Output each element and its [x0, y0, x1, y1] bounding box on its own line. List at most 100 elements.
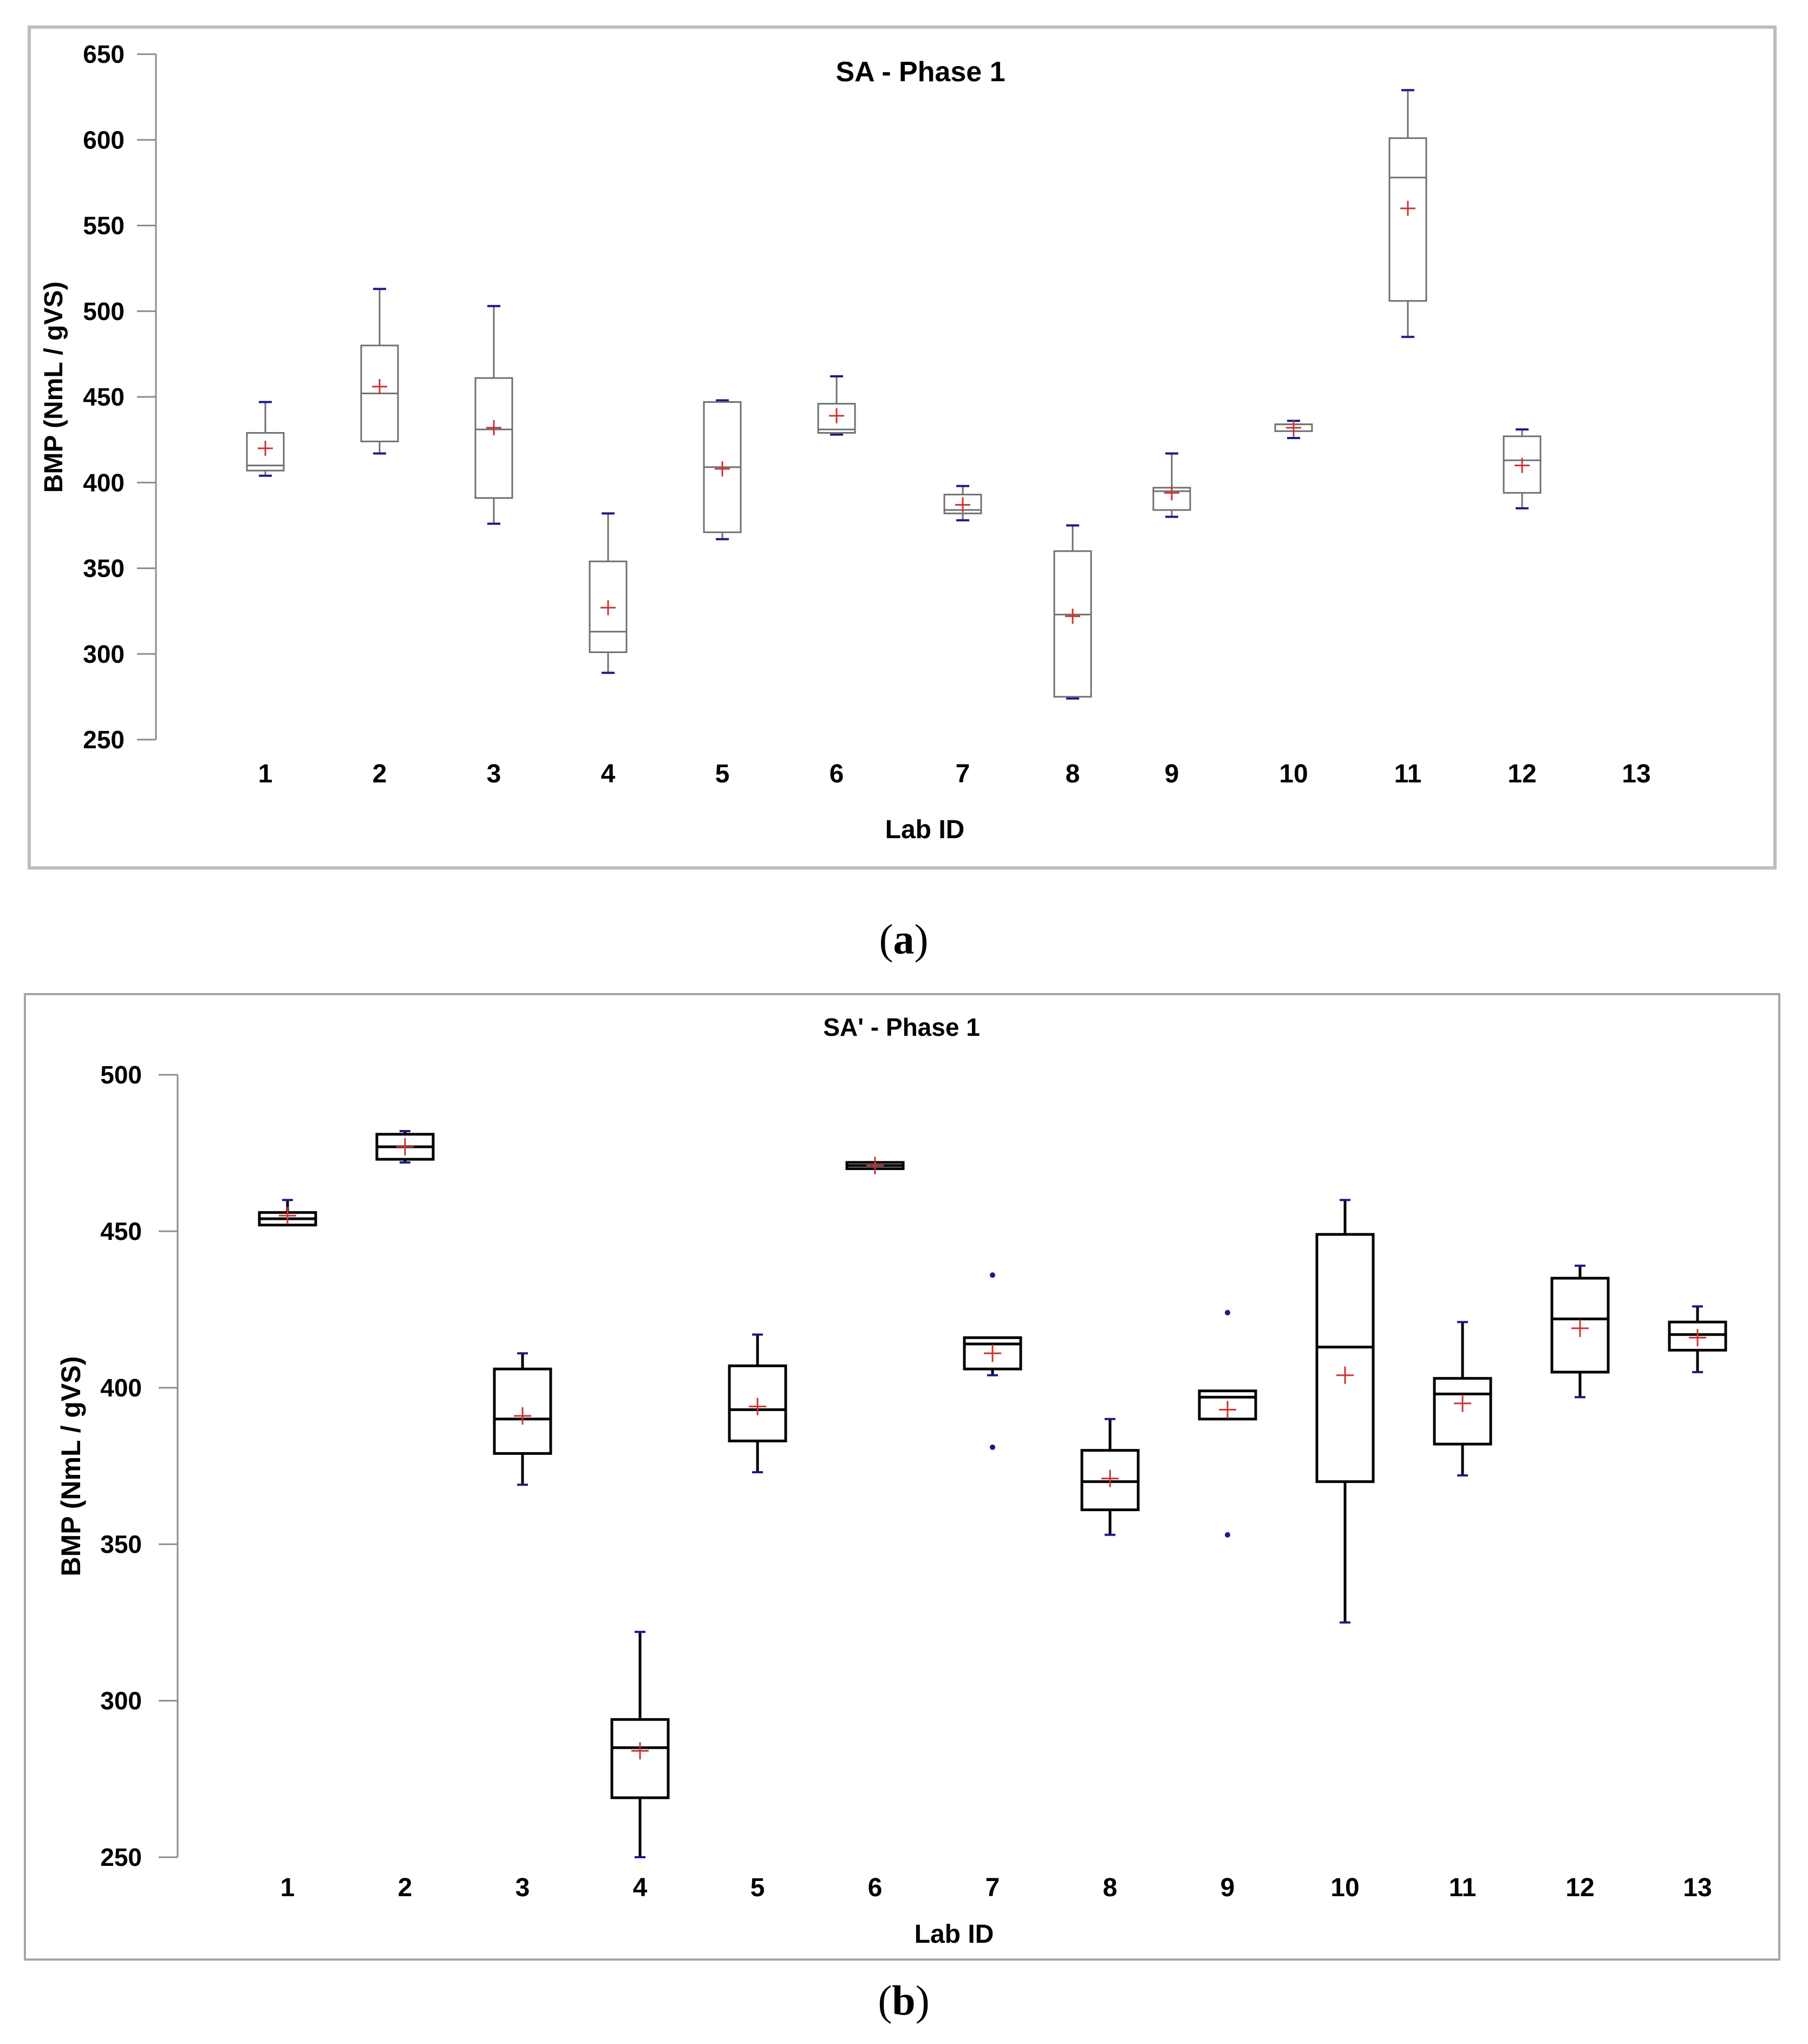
- box-lab-3: [474, 305, 513, 525]
- box-lab-6: [817, 375, 856, 436]
- outlier-point: [1225, 1532, 1230, 1538]
- box-lab-12: [1503, 428, 1542, 510]
- x-tick-label: 12: [1507, 760, 1536, 788]
- iqr-box: [963, 1336, 1022, 1370]
- x-tick-label: 7: [956, 760, 970, 788]
- panel-b-frame: [24, 993, 1780, 1961]
- box-lab-12: [1550, 1264, 1610, 1399]
- box-lab-4: [589, 512, 628, 674]
- box-lab-4: [610, 1630, 670, 1858]
- box-lab-8: [1080, 1418, 1140, 1536]
- box-lab-11: [1433, 1321, 1492, 1477]
- panel-b-caption-letter: b: [892, 1977, 916, 2024]
- box-lab-7: [943, 485, 982, 521]
- iqr-box: [1198, 1389, 1257, 1421]
- y-tick-label: 550: [83, 212, 125, 240]
- x-tick-label: 13: [1683, 1873, 1712, 1902]
- panel-b-xlabel: Lab ID: [915, 1920, 994, 1949]
- iqr-box: [943, 493, 982, 514]
- x-tick-label: 5: [715, 760, 730, 788]
- x-tick-label: 3: [487, 760, 501, 788]
- box-lab-7: [963, 1272, 1022, 1450]
- y-tick-label: 500: [100, 1061, 142, 1089]
- x-tick-label: 10: [1330, 1873, 1359, 1902]
- panel-a-caption-letter: a: [893, 916, 915, 963]
- y-tick-label: 500: [83, 297, 125, 325]
- y-tick-label: 300: [83, 640, 125, 668]
- iqr-box: [1388, 137, 1427, 302]
- x-tick-label: 2: [373, 760, 387, 788]
- iqr-box: [1053, 550, 1092, 698]
- y-tick-label: 400: [83, 468, 125, 497]
- box-lab-9: [1152, 452, 1191, 518]
- x-tick-label: 12: [1565, 1873, 1594, 1902]
- y-tick-label: 250: [83, 726, 125, 754]
- x-tick-label: 8: [1103, 1873, 1118, 1902]
- box-lab-6: [845, 1157, 905, 1174]
- panel-b-caption: (b): [878, 1977, 930, 2024]
- panel-a-caption: (a): [879, 916, 929, 963]
- iqr-box: [589, 560, 628, 654]
- iqr-box: [1315, 1233, 1375, 1483]
- panel-a-chart: SA - Phase 1 Lab ID BMP (NmL / gVS) 250 3…: [28, 25, 1777, 870]
- y-tick-label: 450: [100, 1217, 142, 1245]
- outlier-point: [1225, 1310, 1230, 1316]
- panel-a-frame: [28, 25, 1777, 870]
- iqr-box: [1550, 1277, 1610, 1374]
- y-tick-label: 350: [100, 1530, 142, 1558]
- x-tick-label: 11: [1394, 760, 1422, 788]
- box-lab-2: [360, 288, 399, 455]
- iqr-box: [1433, 1377, 1492, 1446]
- x-tick-label: 8: [1066, 760, 1080, 788]
- box-lab-13: [1668, 1305, 1727, 1374]
- box-lab-1: [246, 401, 285, 477]
- panel-a-xlabel: Lab ID: [885, 815, 965, 844]
- y-tick-label: 300: [100, 1687, 142, 1715]
- box-lab-5: [703, 399, 742, 540]
- iqr-box: [728, 1364, 787, 1442]
- panel-b-chart: SA' - Phase 1 Lab ID BMP (NmL / gVS) 250…: [24, 993, 1780, 1961]
- y-tick-label: 650: [83, 40, 125, 68]
- iqr-box: [610, 1718, 670, 1799]
- iqr-box: [493, 1367, 552, 1455]
- box-lab-8: [1053, 524, 1092, 700]
- outlier-point: [990, 1272, 995, 1278]
- box-lab-1: [258, 1199, 317, 1226]
- panel-b-ylabel: BMP (NmL / gVS): [56, 1356, 86, 1577]
- box-lab-2: [375, 1130, 435, 1164]
- x-tick-label: 2: [398, 1873, 413, 1902]
- x-tick-label: 11: [1449, 1873, 1477, 1902]
- box-lab-3: [493, 1352, 552, 1486]
- outlier-point: [990, 1444, 995, 1450]
- panel-b-title: SA' - Phase 1: [823, 1013, 980, 1041]
- x-tick-label: 13: [1622, 760, 1650, 788]
- iqr-box: [817, 403, 856, 434]
- y-tick-label: 250: [100, 1843, 142, 1871]
- x-tick-label: 9: [1220, 1873, 1235, 1902]
- box-lab-10: [1315, 1199, 1375, 1624]
- iqr-box: [1080, 1449, 1140, 1511]
- box-lab-9: [1198, 1310, 1257, 1538]
- x-tick-label: 5: [750, 1873, 765, 1902]
- panel-a-ylabel: BMP (NmL / gVS): [40, 282, 68, 493]
- y-tick-label: 400: [100, 1374, 142, 1402]
- iqr-box: [474, 377, 513, 499]
- panel-a-title: SA - Phase 1: [836, 56, 1005, 88]
- y-tick-label: 450: [83, 383, 125, 411]
- box-lab-5: [728, 1333, 787, 1474]
- iqr-box: [246, 432, 285, 472]
- x-tick-label: 10: [1279, 760, 1308, 788]
- x-tick-label: 4: [601, 760, 616, 788]
- x-tick-label: 1: [258, 760, 273, 788]
- x-tick-label: 3: [515, 1873, 530, 1902]
- box-lab-11: [1388, 89, 1427, 338]
- iqr-box: [1503, 435, 1542, 494]
- x-tick-label: 6: [830, 760, 844, 788]
- x-tick-label: 6: [868, 1873, 883, 1902]
- y-tick-label: 350: [83, 554, 125, 583]
- x-tick-label: 9: [1165, 760, 1179, 788]
- box-lab-10: [1274, 420, 1313, 439]
- x-tick-label: 7: [985, 1873, 1000, 1902]
- x-tick-label: 4: [633, 1873, 648, 1902]
